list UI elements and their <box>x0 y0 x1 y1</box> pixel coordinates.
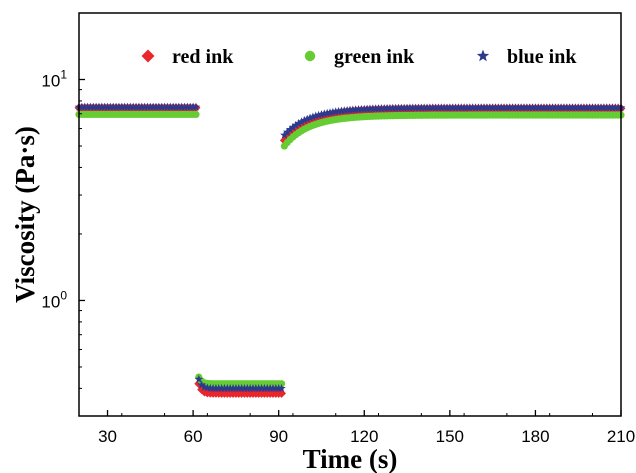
x-tick-label: 180 <box>521 427 549 446</box>
legend-marker-circle <box>304 50 316 62</box>
data-point <box>320 109 329 118</box>
data-point <box>308 112 318 121</box>
x-axis-title: Time (s) <box>303 444 398 473</box>
plot-frame <box>78 12 622 417</box>
data-point <box>194 374 204 383</box>
data-point <box>294 118 303 128</box>
data-point <box>348 105 358 114</box>
data-point <box>288 122 298 131</box>
data-point <box>351 105 360 114</box>
data-point <box>300 115 309 125</box>
data-point <box>322 108 332 117</box>
series-red-ink <box>74 103 626 398</box>
data-point <box>277 380 286 388</box>
data-point <box>282 127 292 136</box>
x-tick-label: 90 <box>269 427 288 446</box>
x-tick-label: 210 <box>607 427 635 446</box>
x-tick-label: 120 <box>350 427 378 446</box>
data-point <box>197 380 206 389</box>
data-point <box>317 109 326 119</box>
data-point <box>285 125 295 134</box>
data-point <box>277 383 286 393</box>
series-green-ink <box>75 110 625 388</box>
data-point <box>331 107 341 116</box>
x-axis-ticks: 30 60 90 120 150 180 210 <box>78 410 635 446</box>
data-point <box>297 117 306 126</box>
data-point <box>280 130 289 139</box>
data-point <box>340 106 349 115</box>
data-point <box>305 113 315 122</box>
data-point <box>342 105 352 115</box>
legend: red ink green ink blue ink <box>141 46 577 68</box>
data-point <box>314 110 323 119</box>
data-point <box>328 107 338 116</box>
data-point <box>334 106 343 116</box>
y-axis-ticks: 100 101 <box>41 12 85 417</box>
data-markers <box>74 102 626 398</box>
legend-label: red ink <box>172 46 234 68</box>
y-axis-title: Viscosity (Pa·s) <box>10 126 40 303</box>
legend-marker-diamond <box>141 49 155 63</box>
legend-label: green ink <box>334 46 415 68</box>
data-point <box>311 111 321 120</box>
data-point <box>345 105 355 114</box>
data-point <box>302 114 312 123</box>
data-point <box>191 102 201 111</box>
data-point <box>337 106 346 115</box>
y-tick-label: 100 <box>41 288 67 311</box>
y-tick-label: 101 <box>41 68 67 91</box>
series-blue-ink <box>74 102 626 393</box>
data-point <box>325 108 335 117</box>
x-tick-label: 60 <box>184 427 203 446</box>
data-point <box>291 120 301 129</box>
data-point <box>192 110 200 119</box>
x-tick-label: 150 <box>436 427 464 446</box>
x-tick-label: 30 <box>98 427 117 446</box>
legend-marker-star <box>476 49 490 62</box>
legend-label: blue ink <box>507 46 577 68</box>
